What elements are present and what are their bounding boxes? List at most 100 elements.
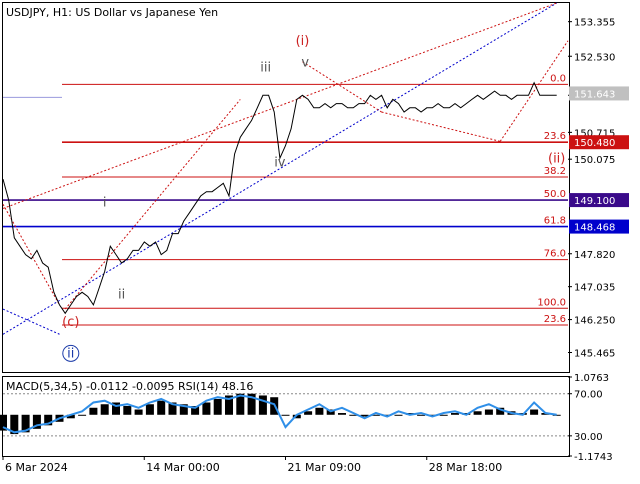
wave-label: v bbox=[301, 56, 309, 71]
trend-line-red-impulse bbox=[64, 99, 241, 310]
wave-label: (ii) bbox=[548, 151, 565, 166]
indicator-tick-label: 30.00 bbox=[574, 432, 603, 443]
macd-bar bbox=[123, 406, 132, 415]
macd-bar bbox=[78, 414, 87, 416]
macd-bar bbox=[496, 407, 505, 415]
indicator-tick-label: -1.1743 bbox=[574, 452, 613, 463]
macd-bar bbox=[134, 409, 143, 415]
price-tick-label: 145.465 bbox=[574, 349, 615, 360]
price-line bbox=[2, 81, 557, 315]
price-tick-label: 152.530 bbox=[574, 52, 615, 63]
macd-bar bbox=[417, 414, 426, 416]
macd-bar bbox=[179, 404, 188, 415]
macd-bar bbox=[168, 402, 177, 415]
wave-label: (c) bbox=[62, 315, 79, 330]
price-marker-label: 149.100 bbox=[574, 196, 615, 207]
macd-bar bbox=[552, 414, 561, 416]
macd-bar bbox=[530, 409, 539, 415]
macd-bar bbox=[236, 393, 245, 415]
rsi-line bbox=[2, 394, 557, 434]
trend-line-red-b bbox=[381, 111, 501, 142]
trend-line-red-lower bbox=[2, 204, 60, 306]
time-tick-label: 6 Mar 2024 bbox=[5, 461, 68, 474]
fib-level-label: 38.2 bbox=[544, 166, 566, 177]
macd-bar bbox=[394, 414, 403, 416]
macd-bar bbox=[145, 404, 154, 415]
price-axis: 153.355152.530151.6150.715150.075147.820… bbox=[568, 18, 615, 360]
price-tick-label: 150.075 bbox=[574, 155, 615, 166]
fib-level-label: 100.0 bbox=[537, 297, 566, 308]
time-axis: 6 Mar 2024 14 Mar 00:00 21 Mar 09:00 28 Mar… bbox=[2, 456, 502, 474]
macd-bar bbox=[191, 406, 200, 415]
macd-bar bbox=[89, 407, 98, 415]
macd-bar bbox=[292, 414, 301, 419]
price-marker-label: 150.480 bbox=[574, 138, 615, 149]
macd-bar bbox=[383, 414, 392, 416]
main-pane-frame bbox=[2, 2, 570, 373]
time-tick-label: 21 Mar 09:00 bbox=[288, 461, 361, 474]
price-tick-label: 147.035 bbox=[574, 283, 615, 294]
macd-bar bbox=[213, 398, 222, 415]
price-tick-label: 150.715 bbox=[574, 128, 615, 139]
wave-label: (i) bbox=[296, 34, 310, 49]
macd-bar bbox=[258, 395, 267, 415]
price-tick-label: 147.820 bbox=[574, 250, 615, 261]
macd-bar bbox=[484, 409, 493, 415]
wave-circle bbox=[62, 344, 80, 362]
price-tick-label: 153.355 bbox=[574, 18, 615, 29]
macd-bar bbox=[32, 414, 41, 429]
macd-bar bbox=[349, 414, 358, 416]
price-marker-box bbox=[569, 193, 629, 208]
wave-label: i bbox=[103, 195, 107, 210]
price-tick-label: 146.250 bbox=[574, 316, 615, 327]
macd-bar bbox=[112, 402, 120, 415]
trend-lines bbox=[2, 2, 569, 335]
wave-label: iii bbox=[260, 60, 271, 75]
fib-level-label: 23.6 bbox=[544, 131, 566, 142]
macd-bar bbox=[473, 411, 482, 415]
trend-line-red-c bbox=[499, 40, 569, 142]
trend-line-red-a bbox=[302, 61, 382, 113]
price-marker-box bbox=[569, 86, 629, 101]
price-marker-label: 151.643 bbox=[574, 89, 615, 100]
indicator-tick-label: 1.0763 bbox=[574, 373, 609, 384]
macd-bar bbox=[371, 414, 380, 416]
macd-bar bbox=[439, 414, 448, 416]
fib-level-label: 61.8 bbox=[544, 216, 566, 227]
macd-bar bbox=[157, 400, 166, 415]
trend-line-blue-lower bbox=[2, 308, 60, 335]
macd-bar bbox=[21, 414, 30, 433]
macd-bar bbox=[66, 414, 75, 419]
chart-title: USDJPY, H1: US Dollar vs Japanese Yen bbox=[6, 6, 218, 19]
fibonacci-levels: 0.0 23.6 38.2 50.0 61.8 76.0 100.0 23.6 bbox=[3, 73, 568, 326]
macd-bar bbox=[428, 414, 437, 416]
macd-bar bbox=[360, 414, 369, 417]
time-tick-label: 28 Mar 18:00 bbox=[429, 461, 502, 474]
wave-label: iv bbox=[274, 156, 286, 171]
trend-line-blue bbox=[2, 2, 557, 335]
macd-bar bbox=[0, 414, 7, 431]
fib-level-label: 50.0 bbox=[544, 189, 566, 200]
macd-bar bbox=[281, 414, 290, 416]
wave-label: ii bbox=[118, 288, 125, 303]
fib-level-label: 76.0 bbox=[544, 249, 566, 260]
time-tick-label: 14 Mar 00:00 bbox=[146, 461, 219, 474]
indicator-tick-label: 70.00 bbox=[574, 390, 603, 401]
fib-level-label: 0.0 bbox=[550, 73, 566, 84]
macd-bar bbox=[10, 414, 19, 435]
macd-bar bbox=[338, 413, 346, 415]
macd-bar bbox=[225, 395, 233, 415]
macd-bar bbox=[304, 411, 313, 415]
price-marker-box bbox=[569, 135, 629, 150]
wave-label: ii bbox=[67, 346, 74, 361]
macd-bar bbox=[315, 407, 324, 415]
price-markers: 151.643 150.480 149.100 148.468 bbox=[569, 86, 629, 234]
macd-bar bbox=[247, 393, 256, 415]
macd-rsi-pane: 1.0763 70.00 30.00 -1.1743 bbox=[0, 373, 613, 463]
price-marker-box bbox=[569, 219, 629, 234]
indicator-title: MACD(5,34,5) -0.0112 -0.0095 RSI(14) 48.… bbox=[6, 380, 253, 393]
macd-bar bbox=[100, 404, 109, 415]
